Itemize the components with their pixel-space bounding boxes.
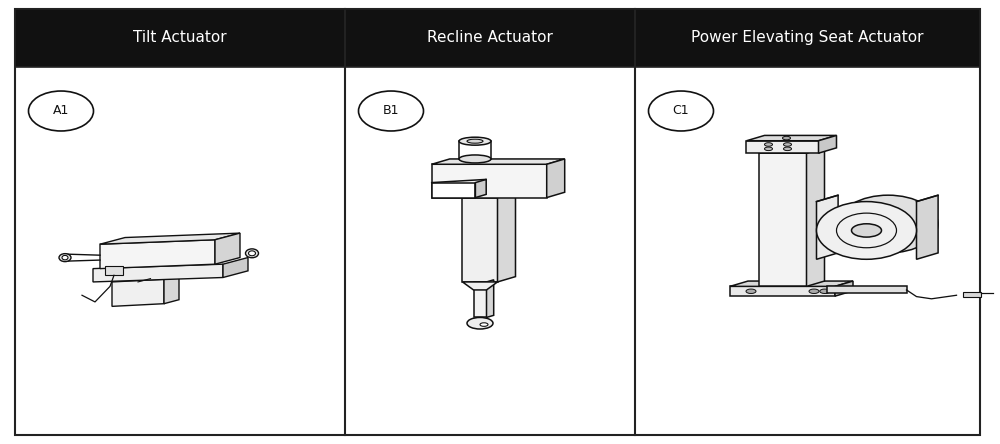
Circle shape — [467, 317, 493, 329]
Ellipse shape — [467, 139, 483, 143]
Text: Power Elevating Seat Actuator: Power Elevating Seat Actuator — [691, 30, 924, 45]
Polygon shape — [826, 286, 907, 293]
Ellipse shape — [28, 91, 94, 131]
Polygon shape — [835, 281, 853, 296]
Ellipse shape — [358, 91, 424, 131]
Ellipse shape — [838, 195, 938, 253]
Ellipse shape — [816, 202, 916, 259]
Circle shape — [746, 289, 756, 293]
Polygon shape — [486, 280, 494, 317]
Polygon shape — [759, 148, 824, 153]
Bar — [105, 266, 123, 275]
Text: Tilt Actuator: Tilt Actuator — [133, 30, 227, 45]
Text: B1: B1 — [383, 104, 399, 118]
Polygon shape — [223, 258, 248, 278]
Polygon shape — [462, 198, 498, 282]
Circle shape — [820, 289, 830, 293]
Circle shape — [782, 136, 790, 140]
Text: Recline Actuator: Recline Actuator — [427, 30, 553, 45]
Polygon shape — [498, 192, 516, 282]
Text: A1: A1 — [53, 104, 69, 118]
Ellipse shape — [62, 255, 68, 260]
Bar — [15, 9, 345, 67]
Polygon shape — [215, 233, 240, 264]
Polygon shape — [759, 153, 806, 286]
Polygon shape — [432, 182, 475, 198]
Polygon shape — [816, 195, 838, 259]
Bar — [963, 292, 981, 297]
Polygon shape — [93, 264, 223, 282]
Ellipse shape — [246, 249, 258, 258]
Polygon shape — [100, 233, 240, 244]
Polygon shape — [100, 240, 215, 269]
Circle shape — [765, 147, 772, 151]
Polygon shape — [917, 195, 938, 259]
Circle shape — [784, 147, 792, 151]
Polygon shape — [164, 275, 179, 304]
Polygon shape — [112, 279, 164, 306]
Polygon shape — [432, 159, 565, 164]
Circle shape — [765, 143, 772, 146]
Polygon shape — [818, 135, 836, 153]
Circle shape — [784, 143, 792, 146]
Bar — [635, 9, 980, 67]
Ellipse shape — [459, 155, 491, 163]
Polygon shape — [730, 286, 835, 296]
Ellipse shape — [248, 251, 256, 256]
Polygon shape — [547, 159, 565, 198]
Bar — [15, 9, 345, 67]
Polygon shape — [474, 282, 486, 317]
Ellipse shape — [59, 254, 71, 262]
Polygon shape — [432, 164, 547, 198]
Polygon shape — [746, 141, 818, 153]
Bar — [345, 9, 635, 67]
Bar — [345, 9, 635, 67]
Circle shape — [809, 289, 819, 293]
Circle shape — [852, 224, 882, 237]
Polygon shape — [462, 282, 498, 290]
Circle shape — [480, 323, 488, 326]
Ellipse shape — [648, 91, 714, 131]
Polygon shape — [746, 135, 836, 141]
Ellipse shape — [459, 137, 491, 145]
Polygon shape — [730, 281, 853, 286]
Polygon shape — [475, 179, 486, 198]
Bar — [635, 9, 980, 67]
Polygon shape — [806, 148, 824, 286]
Text: C1: C1 — [673, 104, 689, 118]
